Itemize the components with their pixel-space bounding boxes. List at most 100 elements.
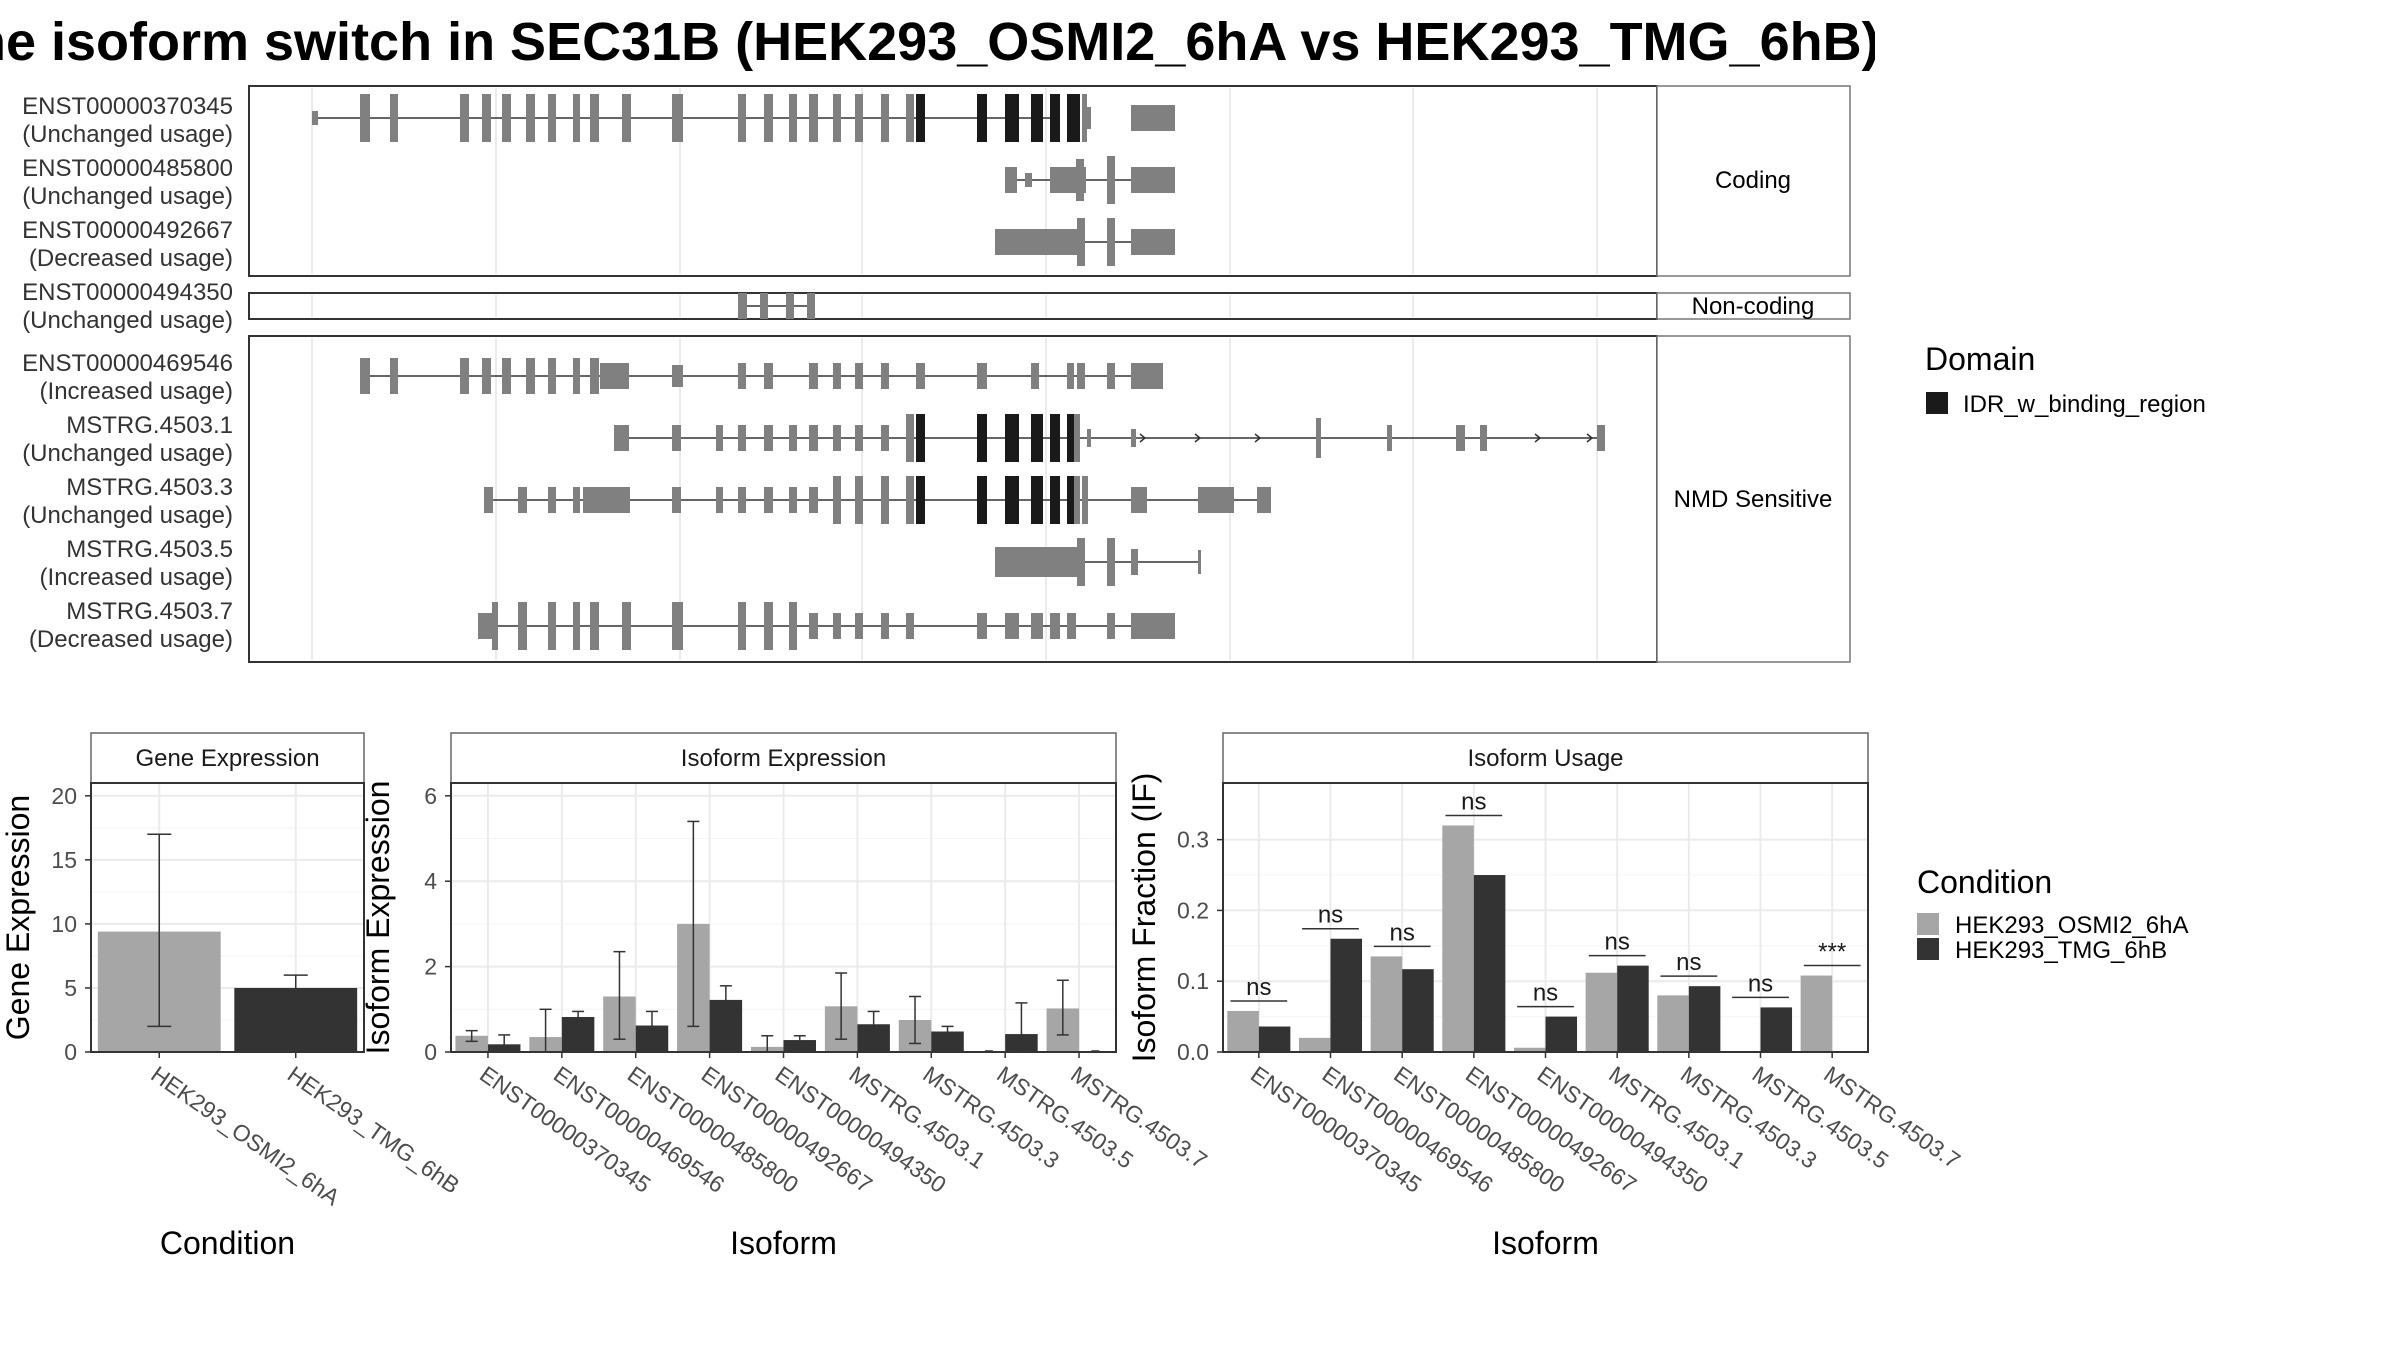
- transcript-id: ENST00000469546: [22, 350, 233, 377]
- transcript-labels: ENST00000370345 (Unchanged usage) ENST00…: [22, 93, 233, 653]
- exon: [1107, 218, 1115, 266]
- exon: [906, 94, 914, 142]
- domain-exon: [1067, 414, 1074, 462]
- exon: [590, 358, 599, 394]
- exon: [881, 425, 889, 451]
- error-bar: [867, 1010, 880, 1036]
- bar: [1298, 1037, 1331, 1052]
- facet-label-coding: Coding: [1715, 167, 1791, 194]
- strand-arrow: [1194, 433, 1202, 443]
- exon: [548, 94, 556, 142]
- exon: [573, 602, 580, 650]
- exon: [833, 425, 841, 451]
- error-bar: [645, 1010, 658, 1040]
- panel-title: Isoform Usage: [1467, 745, 1623, 772]
- exon: [478, 613, 492, 639]
- exon: [1480, 425, 1487, 451]
- legend-label-tmg: HEK293_TMG_6hB: [1955, 937, 2167, 964]
- y-axis-title: Gene Expression: [0, 795, 36, 1040]
- transcript-usage: (Decreased usage): [29, 245, 233, 272]
- transcript-id: ENST00000492667: [22, 217, 233, 244]
- exon: [482, 94, 491, 142]
- transcript-id: ENST00000494350: [22, 279, 233, 306]
- panel-border: [90, 782, 365, 1053]
- exon: [1597, 425, 1605, 451]
- y-tick-label: 6: [424, 783, 437, 809]
- y-tick-label: 0: [424, 1039, 437, 1065]
- exon: [518, 487, 527, 513]
- error-bar: [941, 1025, 954, 1038]
- exon: [390, 94, 398, 142]
- exon: [833, 476, 841, 524]
- exon: [916, 363, 925, 389]
- exon: [809, 363, 818, 389]
- exon: [881, 476, 889, 524]
- domain-legend-label: IDR_w_binding_region: [1963, 391, 2206, 418]
- exon: [672, 602, 683, 650]
- exon: [600, 363, 629, 389]
- exon: [1131, 429, 1136, 447]
- exon: [833, 613, 841, 639]
- domain-exon: [1005, 414, 1019, 462]
- y-tick-label: 20: [51, 783, 77, 809]
- error-bar: [465, 1029, 478, 1043]
- error-bar: [835, 972, 848, 1040]
- exon: [492, 602, 498, 650]
- exon: [502, 94, 511, 142]
- transcript-track: [995, 538, 1201, 586]
- exon: [1107, 363, 1115, 389]
- panel-strip: [1222, 732, 1869, 784]
- exon: [518, 602, 527, 650]
- exon: [460, 94, 469, 142]
- exon: [1107, 613, 1115, 639]
- domain-exon: [1067, 476, 1074, 524]
- exon: [906, 414, 914, 462]
- exon: [1107, 538, 1115, 586]
- exon: [360, 358, 370, 394]
- bar: [455, 1035, 488, 1052]
- exon: [1198, 487, 1234, 513]
- transcript-track: [312, 94, 1175, 142]
- error-bar: [909, 995, 922, 1045]
- exon: [614, 425, 629, 451]
- transcript-usage: (Unchanged usage): [22, 307, 233, 334]
- bar: [1800, 975, 1833, 1052]
- exon: [738, 487, 746, 513]
- transcript-usage: (Unchanged usage): [22, 440, 233, 467]
- exon: [1050, 613, 1060, 639]
- transcript-usage: (Unchanged usage): [22, 183, 233, 210]
- transcript-usage: (Increased usage): [40, 378, 233, 405]
- bar: [1657, 995, 1689, 1052]
- domain-exon: [1005, 476, 1019, 524]
- exon: [583, 487, 630, 513]
- exon: [672, 94, 683, 142]
- exon: [1087, 107, 1091, 129]
- transcript-id: ENST00000370345: [22, 93, 233, 120]
- y-tick-label: 0.3: [1177, 827, 1209, 853]
- exon: [906, 476, 914, 524]
- error-bar: [147, 833, 172, 1028]
- error-bar: [1056, 979, 1069, 1036]
- exon: [1456, 425, 1465, 451]
- significance-label: ns: [1748, 970, 1773, 997]
- domain-legend-swatch: [1926, 392, 1948, 414]
- transcript-tracks: [312, 94, 1605, 650]
- exon: [809, 487, 818, 513]
- exon: [526, 94, 535, 142]
- transcript-track: [614, 414, 1605, 462]
- exon: [1198, 550, 1201, 574]
- transcript-usage: (Decreased usage): [29, 626, 233, 653]
- exon: [855, 363, 863, 389]
- bar: [1617, 965, 1649, 1052]
- domain-exon: [1031, 414, 1043, 462]
- exon: [1074, 476, 1080, 524]
- exon: [1031, 363, 1039, 389]
- exon: [855, 425, 863, 451]
- exon: [807, 293, 815, 319]
- exon: [672, 365, 683, 387]
- exon: [590, 94, 599, 142]
- transcript-id: MSTRG.4503.1: [66, 412, 233, 439]
- error-bar: [793, 1035, 806, 1045]
- domain-exon: [1050, 476, 1060, 524]
- y-tick-label: 2: [424, 954, 437, 980]
